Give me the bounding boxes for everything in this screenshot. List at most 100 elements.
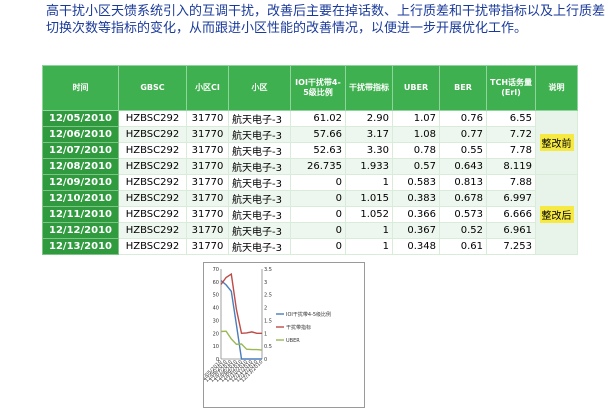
table-row: 12/08/2010 HZBSC292 31770 航天电子-3 26.735 … [42, 158, 578, 175]
gbsc-cell: HZBSC292 [118, 190, 187, 207]
interference-cell: 1.052 [345, 206, 393, 223]
tch-cell: 7.72 [486, 126, 536, 143]
header-cell: 小区 [228, 65, 291, 111]
date-cell: 12/11/2010 [42, 206, 119, 223]
gbsc-cell: HZBSC292 [118, 206, 187, 223]
interference-cell: 3.17 [345, 126, 393, 143]
gbsc-cell: HZBSC292 [118, 238, 187, 255]
header-cell: BER [439, 65, 487, 111]
interference-cell: 1 [345, 222, 393, 239]
series-line [220, 272, 262, 335]
uber-cell: 0.383 [392, 190, 440, 207]
date-cell: 12/07/2010 [42, 142, 119, 159]
ci-cell: 31770 [186, 222, 229, 239]
header-cell: UBER [392, 65, 440, 111]
ci-cell: 31770 [186, 206, 229, 223]
ci-cell: 31770 [186, 142, 229, 159]
interference-cell: 1 [345, 238, 393, 255]
cell-name-cell: 航天电子-3 [228, 158, 291, 175]
series-line [220, 330, 263, 351]
uber-cell: 0.367 [392, 222, 440, 239]
y-right-tick-label: 1 [264, 331, 267, 337]
ber-cell: 0.76 [439, 110, 487, 127]
tch-cell: 6.666 [486, 206, 536, 223]
y-right-tick-label: 0.5 [264, 344, 272, 350]
ioi-cell: 0 [290, 206, 346, 223]
y-left-tick-label: 10 [213, 344, 219, 350]
cell-name-cell: 航天电子-3 [228, 174, 291, 191]
interference-cell: 1.933 [345, 158, 393, 175]
y-right-tick-label: 2 [264, 306, 267, 312]
ber-cell: 0.55 [439, 142, 487, 159]
header-cell: TCH话务量(Erl) [486, 65, 536, 111]
header-cell: 干扰带指标 [345, 65, 393, 111]
header-cell: 说明 [535, 65, 578, 111]
y-left-tick-label: 30 [213, 318, 219, 324]
date-cell: 12/13/2010 [42, 238, 119, 255]
date-cell: 12/06/2010 [42, 126, 119, 143]
trend-chart-svg: 01020304050607000.511.522.533.512/05/201… [204, 267, 331, 384]
uber-cell: 1.07 [392, 110, 440, 127]
legend-entry: 干扰带指标 [286, 324, 311, 331]
ber-cell: 0.813 [439, 174, 487, 191]
y-right-tick-label: 3.5 [264, 267, 272, 273]
legend-entry: IOI干扰带4-5级比例 [286, 311, 331, 318]
table-row: 12/07/2010 HZBSC292 31770 航天电子-3 52.63 3… [42, 142, 578, 159]
uber-cell: 1.08 [392, 126, 440, 143]
intro-paragraph: 高干扰小区天馈系统引入的互调干扰，改善后主要在掉话数、上行质差和干扰带指标以及上… [46, 4, 606, 36]
tch-cell: 8.119 [486, 158, 536, 175]
table-row: 12/06/2010 HZBSC292 31770 航天电子-3 57.66 3… [42, 126, 578, 143]
ci-cell: 31770 [186, 190, 229, 207]
gbsc-cell: HZBSC292 [118, 142, 187, 159]
interference-cell: 1.015 [345, 190, 393, 207]
header-cell: 时间 [42, 65, 119, 111]
ci-cell: 31770 [186, 158, 229, 175]
date-cell: 12/08/2010 [42, 158, 119, 175]
gbsc-cell: HZBSC292 [118, 174, 187, 191]
note-before-label: 整改前 [539, 134, 574, 151]
ci-cell: 31770 [186, 174, 229, 191]
uber-cell: 0.78 [392, 142, 440, 159]
gbsc-cell: HZBSC292 [118, 126, 187, 143]
y-right-tick-label: 0 [264, 357, 267, 363]
ioi-cell: 0 [290, 190, 346, 207]
tch-cell: 6.961 [486, 222, 536, 239]
ci-cell: 31770 [186, 110, 229, 127]
ioi-cell: 26.735 [290, 158, 346, 175]
interference-cell: 3.30 [345, 142, 393, 159]
header-cell: 小区CI [186, 65, 229, 111]
y-left-tick-label: 20 [213, 331, 219, 337]
tch-cell: 7.78 [486, 142, 536, 159]
ioi-cell: 0 [290, 174, 346, 191]
tch-cell: 6.55 [486, 110, 536, 127]
ber-cell: 0.643 [439, 158, 487, 175]
ioi-cell: 52.63 [290, 142, 346, 159]
ber-cell: 0.52 [439, 222, 487, 239]
ber-cell: 0.61 [439, 238, 487, 255]
cell-name-cell: 航天电子-3 [228, 142, 291, 159]
y-left-tick-label: 40 [213, 306, 219, 312]
y-left-tick-label: 0 [216, 357, 219, 363]
date-cell: 12/05/2010 [42, 110, 119, 127]
tch-cell: 7.253 [486, 238, 536, 255]
cell-name-cell: 航天电子-3 [228, 110, 291, 127]
cell-name-cell: 航天电子-3 [228, 238, 291, 255]
cell-name-cell: 航天电子-3 [228, 126, 291, 143]
note-after-cell: 整改后 [535, 174, 578, 255]
gbsc-cell: HZBSC292 [118, 110, 187, 127]
date-cell: 12/10/2010 [42, 190, 119, 207]
table-row: 12/11/2010 HZBSC292 31770 航天电子-3 0 1.052… [42, 206, 578, 223]
ioi-cell: 0 [290, 238, 346, 255]
table-row: 12/09/2010 HZBSC292 31770 航天电子-3 0 1 0.5… [42, 174, 578, 255]
uber-cell: 0.583 [392, 174, 440, 191]
uber-cell: 0.57 [392, 158, 440, 175]
ber-cell: 0.77 [439, 126, 487, 143]
y-left-tick-label: 60 [213, 280, 219, 286]
gbsc-cell: HZBSC292 [118, 222, 187, 239]
table-row: 12/13/2010 HZBSC292 31770 航天电子-3 0 1 0.3… [42, 238, 578, 255]
interference-cell: 2.90 [345, 110, 393, 127]
legend-entry: UBER [286, 338, 300, 344]
interference-cell: 1 [345, 174, 393, 191]
table-row: 12/05/2010 HZBSC292 31770 航天电子-3 61.02 2… [42, 110, 578, 175]
cell-name-cell: 航天电子-3 [228, 222, 291, 239]
